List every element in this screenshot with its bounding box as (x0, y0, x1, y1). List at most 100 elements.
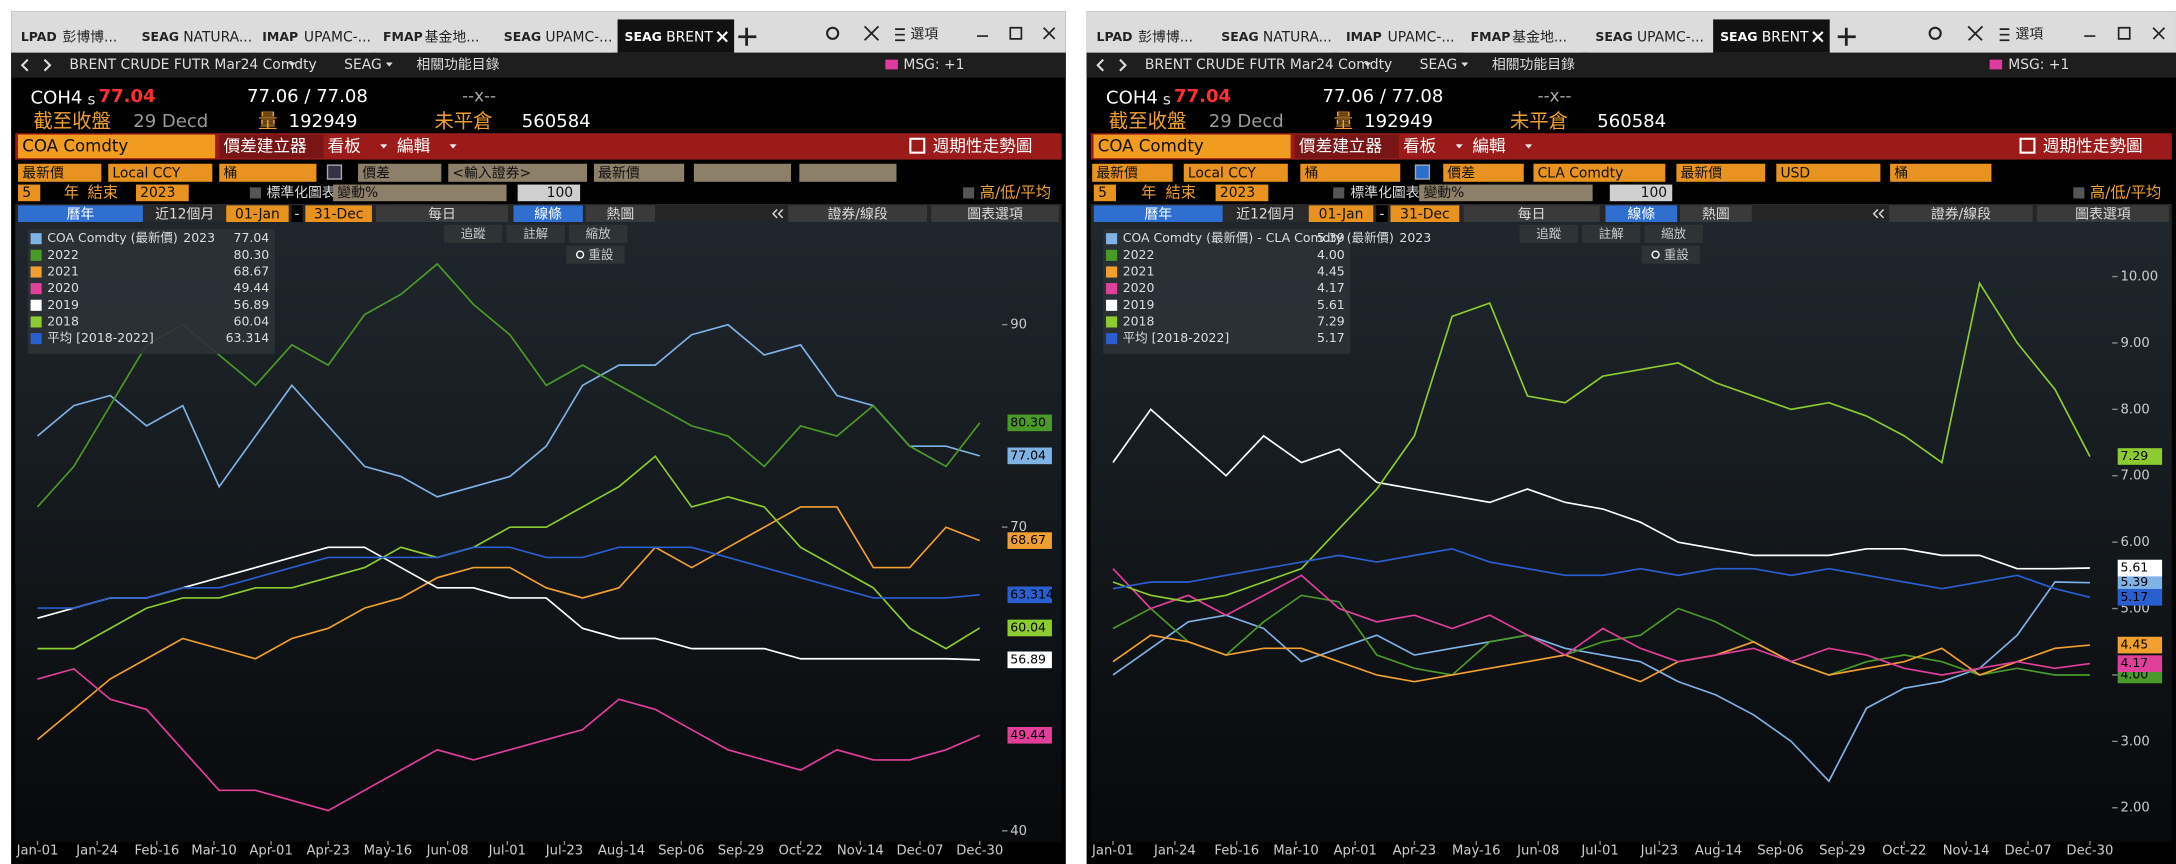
button[interactable] (1376, 205, 1388, 223)
message-count[interactable]: MSG: +1 (2008, 57, 2069, 73)
field-text[interactable]: 價差 (1447, 165, 1475, 181)
related-functions[interactable]: 相關功能目錄 (1492, 57, 1575, 73)
field-box[interactable] (1092, 163, 1173, 182)
field-text[interactable]: USD (1780, 165, 1810, 181)
tab-code[interactable]: SEAG (624, 29, 661, 44)
field-text[interactable]: 最新價 (1681, 165, 1723, 181)
button[interactable] (1889, 205, 2033, 223)
button[interactable] (1390, 205, 1460, 223)
button-text[interactable]: - (294, 206, 299, 222)
field-text[interactable]: Local CCY (112, 165, 180, 181)
button-text[interactable]: 線條 (534, 206, 562, 222)
button-text[interactable]: 每日 (1518, 206, 1546, 222)
tab-code[interactable]: SEAG (1595, 29, 1632, 44)
tab[interactable] (1214, 19, 1331, 53)
message-count[interactable]: MSG: +1 (903, 57, 964, 73)
board-menu[interactable]: 看板 (1403, 137, 1437, 156)
field-text[interactable]: 最新價 (22, 165, 64, 181)
tab-name[interactable]: UPAMC-... (1637, 29, 1704, 45)
button[interactable] (585, 205, 656, 223)
tab-code[interactable]: FMAP (1471, 29, 1511, 44)
button-text[interactable]: - (1379, 206, 1384, 222)
tool-button[interactable] (444, 224, 503, 243)
checkbox[interactable] (326, 164, 343, 180)
button[interactable] (305, 205, 372, 223)
reset-button[interactable]: 重設 (588, 247, 613, 262)
tab-code[interactable]: SEAG (504, 29, 541, 44)
button-text[interactable]: 熱圖 (606, 206, 634, 222)
tool-button[interactable] (1519, 224, 1578, 243)
field-box[interactable] (1533, 163, 1666, 182)
checkbox[interactable] (2073, 187, 2085, 199)
board-menu[interactable]: 看板 (328, 137, 362, 156)
source-menu[interactable]: SEAG (344, 57, 382, 73)
tool-text[interactable]: 縮放 (1661, 226, 1686, 241)
button[interactable] (1605, 205, 1678, 223)
field-text[interactable]: 價差 (362, 165, 390, 181)
tab-name[interactable]: 基金地... (425, 28, 480, 45)
tab[interactable] (13, 19, 131, 53)
spread-builder-button[interactable]: 價差建立器 (223, 137, 307, 156)
field-text[interactable]: 桶 (223, 165, 237, 181)
tab-name[interactable]: UPAMC-... (304, 29, 371, 45)
tab[interactable] (1463, 19, 1581, 53)
tool-text[interactable]: 追蹤 (1536, 226, 1561, 241)
button-text[interactable]: 01-Jan (1319, 206, 1364, 222)
button-text[interactable]: 證券/線段 (828, 205, 888, 222)
field-text[interactable]: 最新價 (1096, 165, 1138, 181)
button[interactable] (931, 205, 1059, 223)
tab-name[interactable]: BRENT (1762, 29, 1809, 45)
tab-name[interactable]: UPAMC-... (1388, 29, 1455, 45)
field-text[interactable]: <輸入證券> (452, 164, 531, 181)
years-field[interactable]: 5 (22, 185, 31, 201)
change-field[interactable]: 變動% (337, 185, 378, 201)
tool-button[interactable] (1641, 245, 1700, 264)
button[interactable] (1463, 205, 1600, 223)
field-box[interactable] (448, 163, 588, 182)
related-functions[interactable]: 相關功能目錄 (416, 57, 499, 73)
base-field[interactable]: 100 (547, 185, 573, 201)
tab-code[interactable]: LPAD (1097, 29, 1133, 44)
button-text[interactable]: 01-Jan (235, 206, 280, 222)
field-box[interactable] (1890, 163, 1992, 182)
button[interactable] (18, 205, 143, 223)
base-field[interactable]: 100 (1641, 185, 1667, 201)
change-field[interactable]: 變動% (1423, 185, 1464, 201)
tool-button[interactable] (1644, 224, 1703, 243)
button[interactable] (1680, 205, 1752, 223)
tab[interactable] (376, 19, 493, 53)
button[interactable] (142, 205, 227, 223)
field-text[interactable]: 最新價 (598, 165, 640, 181)
field-box[interactable] (593, 163, 685, 182)
tab-code[interactable]: IMAP (262, 29, 298, 44)
tab[interactable] (617, 19, 735, 53)
field-box[interactable] (108, 163, 213, 182)
button-text[interactable]: 每日 (428, 206, 456, 222)
field-box[interactable] (1183, 163, 1288, 182)
button[interactable] (376, 205, 508, 223)
button-text[interactable]: 圖表選項 (967, 206, 1023, 222)
edit-menu[interactable]: 編輯 (397, 137, 431, 156)
tab-code[interactable]: SEAG (1221, 29, 1258, 44)
tool-button[interactable] (506, 224, 565, 243)
field-text[interactable]: Local CCY (1188, 165, 1256, 181)
tab[interactable] (496, 19, 614, 53)
button[interactable] (1308, 205, 1374, 223)
tool-button[interactable] (566, 245, 625, 264)
field-box[interactable] (1443, 163, 1524, 182)
tab-name[interactable]: NATURA... (1263, 29, 1332, 45)
button-text[interactable]: 近12個月 (1236, 206, 1295, 222)
tab[interactable] (134, 19, 252, 53)
edit-menu[interactable]: 編輯 (1472, 137, 1506, 156)
tab-name[interactable]: 基金地... (1512, 28, 1567, 45)
tab-code[interactable]: SEAG (1720, 29, 1757, 44)
options-menu[interactable]: 選項 (910, 27, 938, 43)
options-menu[interactable]: 選項 (2015, 27, 2043, 43)
button[interactable] (788, 205, 928, 223)
tool-text[interactable]: 註解 (523, 226, 548, 241)
tool-button[interactable] (1582, 224, 1641, 243)
end-year-field[interactable]: 2023 (140, 185, 175, 201)
button[interactable] (226, 205, 289, 223)
tab[interactable] (1713, 19, 1830, 53)
button[interactable] (2036, 205, 2169, 223)
